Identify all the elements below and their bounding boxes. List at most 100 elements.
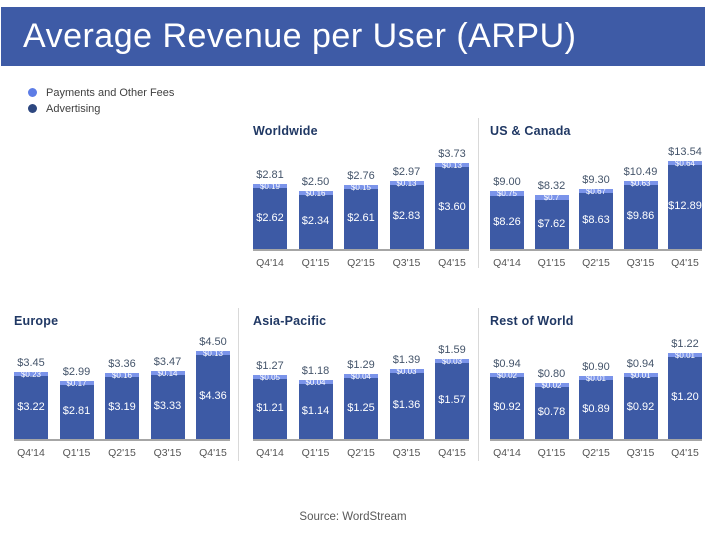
total-value-label: $4.50 — [199, 336, 227, 348]
panel-divider — [478, 308, 479, 461]
total-value-label: $0.94 — [626, 358, 655, 370]
advertising-value-label: $0.92 — [626, 401, 655, 413]
x-axis-tick-label: Q3'15 — [392, 447, 421, 459]
x-axis-tick-label: Q1'15 — [537, 447, 566, 459]
payments-segment: $0.04 — [298, 378, 333, 387]
legend-item-payments: Payments and Other Fees — [28, 86, 174, 99]
advertising-value-label: $9.86 — [626, 210, 655, 222]
total-value-label: $3.73 — [438, 148, 466, 160]
payments-segment: $0.04 — [344, 372, 378, 381]
stacked-bar: $0.13 $3.60 — [435, 161, 469, 249]
bar-column: $0.80 $0.02 $0.78 — [534, 368, 569, 439]
payments-segment: $0.01 — [623, 371, 658, 380]
payments-value-label: $0.16 — [111, 371, 133, 380]
x-axis-tick-label: Q1'15 — [62, 447, 91, 459]
bar-column: $2.99 $0.17 $2.81 — [59, 366, 94, 439]
stacked-bar: $0.01 $0.92 — [623, 371, 658, 439]
advertising-value-label: $2.81 — [62, 405, 91, 417]
x-axis-labels: Q4'14 Q1'15 Q2'15 Q3'15 Q4'15 — [490, 447, 702, 459]
payments-value-label: $0.05 — [259, 373, 281, 382]
payments-value-label: $0.02 — [496, 371, 518, 380]
total-value-label: $1.27 — [256, 360, 284, 372]
stacked-bar: $0.7 $7.62 — [534, 193, 569, 249]
payments-segment: $0.13 — [435, 161, 469, 170]
total-value-label: $0.90 — [582, 361, 610, 373]
x-axis-labels: Q4'14 Q1'15 Q2'15 Q3'15 Q4'15 — [253, 447, 469, 459]
payments-segment: $0.03 — [435, 357, 469, 366]
bar-column: $3.45 $0.23 $3.22 — [14, 357, 48, 439]
chart-title-rest-of-world: Rest of World — [490, 314, 574, 328]
payments-segment: $0.01 — [668, 351, 702, 360]
chart-panel-worldwide: Worldwide $2.81 $0.19 $2.62 $2.50 $0.16 $2.34 $… — [253, 124, 469, 269]
source-attribution: Source: WordStream — [299, 511, 407, 523]
stacked-bar: $0.03 $1.57 — [435, 357, 469, 439]
payments-segment: $0.13 — [389, 179, 424, 188]
x-axis-tick-label: Q3'15 — [626, 257, 655, 269]
total-value-label: $3.47 — [153, 356, 182, 368]
stacked-bar: $0.01 $1.20 — [668, 351, 702, 439]
bar-column: $2.97 $0.13 $2.83 — [389, 166, 424, 249]
x-axis-labels: Q4'14 Q1'15 Q2'15 Q3'15 Q4'15 — [253, 257, 469, 269]
x-axis-tick-label: Q2'15 — [347, 447, 375, 459]
advertising-value-label: $0.78 — [537, 406, 566, 418]
total-value-label: $1.22 — [671, 338, 699, 350]
stacked-bar: $0.02 $0.92 — [490, 371, 524, 439]
bar-column: $1.59 $0.03 $1.57 — [435, 344, 469, 439]
advertising-value-label: $12.89 — [668, 200, 702, 212]
bar-column: $10.49 $0.63 $9.86 — [623, 166, 658, 249]
bar-column: $2.50 $0.16 $2.34 — [298, 176, 333, 249]
advertising-value-label: $3.33 — [153, 400, 182, 412]
payments-segment: $0.23 — [14, 370, 48, 379]
panel-divider — [238, 308, 239, 461]
chart-title-asia-pacific: Asia-Pacific — [253, 314, 327, 328]
stacked-bar: $0.75 $8.26 — [490, 189, 524, 249]
bar-column: $1.29 $0.04 $1.25 — [344, 359, 378, 439]
advertising-value-label: $1.21 — [256, 402, 284, 414]
x-axis-labels: Q4'14 Q1'15 Q2'15 Q3'15 Q4'15 — [490, 257, 702, 269]
payments-segment: $0.03 — [389, 367, 424, 376]
total-value-label: $0.94 — [493, 358, 521, 370]
advertising-value-label: $1.57 — [438, 394, 466, 406]
payments-segment: $0.75 — [490, 189, 524, 198]
bar-column: $1.27 $0.05 $1.21 — [253, 360, 287, 439]
panel-divider — [478, 118, 479, 268]
x-axis-tick-label: Q2'15 — [108, 447, 136, 459]
x-axis-tick-label: Q4'14 — [17, 447, 45, 459]
payments-value-label: $0.67 — [585, 187, 607, 196]
total-value-label: $9.30 — [582, 174, 610, 186]
payments-value-label: $0.15 — [350, 183, 372, 192]
payments-value-label: $0.03 — [441, 357, 463, 366]
payments-segment: $0.16 — [298, 189, 333, 198]
payments-segment: $0.13 — [196, 349, 230, 358]
stacked-bar: $0.16 $3.19 — [105, 371, 139, 439]
total-value-label: $1.18 — [301, 365, 330, 377]
bar-column: $0.90 $0.01 $0.89 — [579, 361, 613, 439]
stacked-bar: $0.67 $8.63 — [579, 187, 613, 249]
advertising-value-label: $8.63 — [582, 214, 610, 226]
payments-segment: $0.7 — [534, 193, 569, 202]
payments-value-label: $0.7 — [543, 193, 560, 202]
total-value-label: $1.39 — [392, 354, 421, 366]
total-value-label: $3.45 — [17, 357, 45, 369]
payments-value-label: $0.13 — [441, 161, 463, 170]
bar-column: $1.39 $0.03 $1.36 — [389, 354, 424, 439]
x-axis-tick-label: Q4'15 — [438, 447, 466, 459]
bar-column: $0.94 $0.01 $0.92 — [623, 358, 658, 439]
bar-column: $3.36 $0.16 $3.19 — [105, 358, 139, 439]
total-value-label: $2.81 — [256, 169, 284, 181]
plot-area-worldwide: $2.81 $0.19 $2.62 $2.50 $0.16 $2.34 $2.76 $0.15… — [253, 145, 469, 251]
payments-segment: $0.15 — [344, 183, 378, 192]
x-axis-tick-label: Q3'15 — [392, 257, 421, 269]
bar-column: $3.47 $0.14 $3.33 — [150, 356, 185, 439]
bar-column: $1.18 $0.04 $1.14 — [298, 365, 333, 439]
advertising-legend-dot-icon — [28, 104, 37, 113]
payments-segment: $0.64 — [668, 159, 702, 168]
plot-area-rest-of-world: $0.94 $0.02 $0.92 $0.80 $0.02 $0.78 $0.90 $0.01… — [490, 335, 702, 441]
advertising-value-label: $2.61 — [347, 212, 375, 224]
advertising-value-label: $3.22 — [17, 401, 45, 413]
payments-value-label: $0.23 — [20, 370, 42, 379]
payments-value-label: $0.17 — [66, 379, 87, 388]
x-axis-tick-label: Q2'15 — [347, 257, 375, 269]
advertising-value-label: $2.34 — [301, 215, 330, 227]
chart-title-europe: Europe — [14, 314, 59, 328]
